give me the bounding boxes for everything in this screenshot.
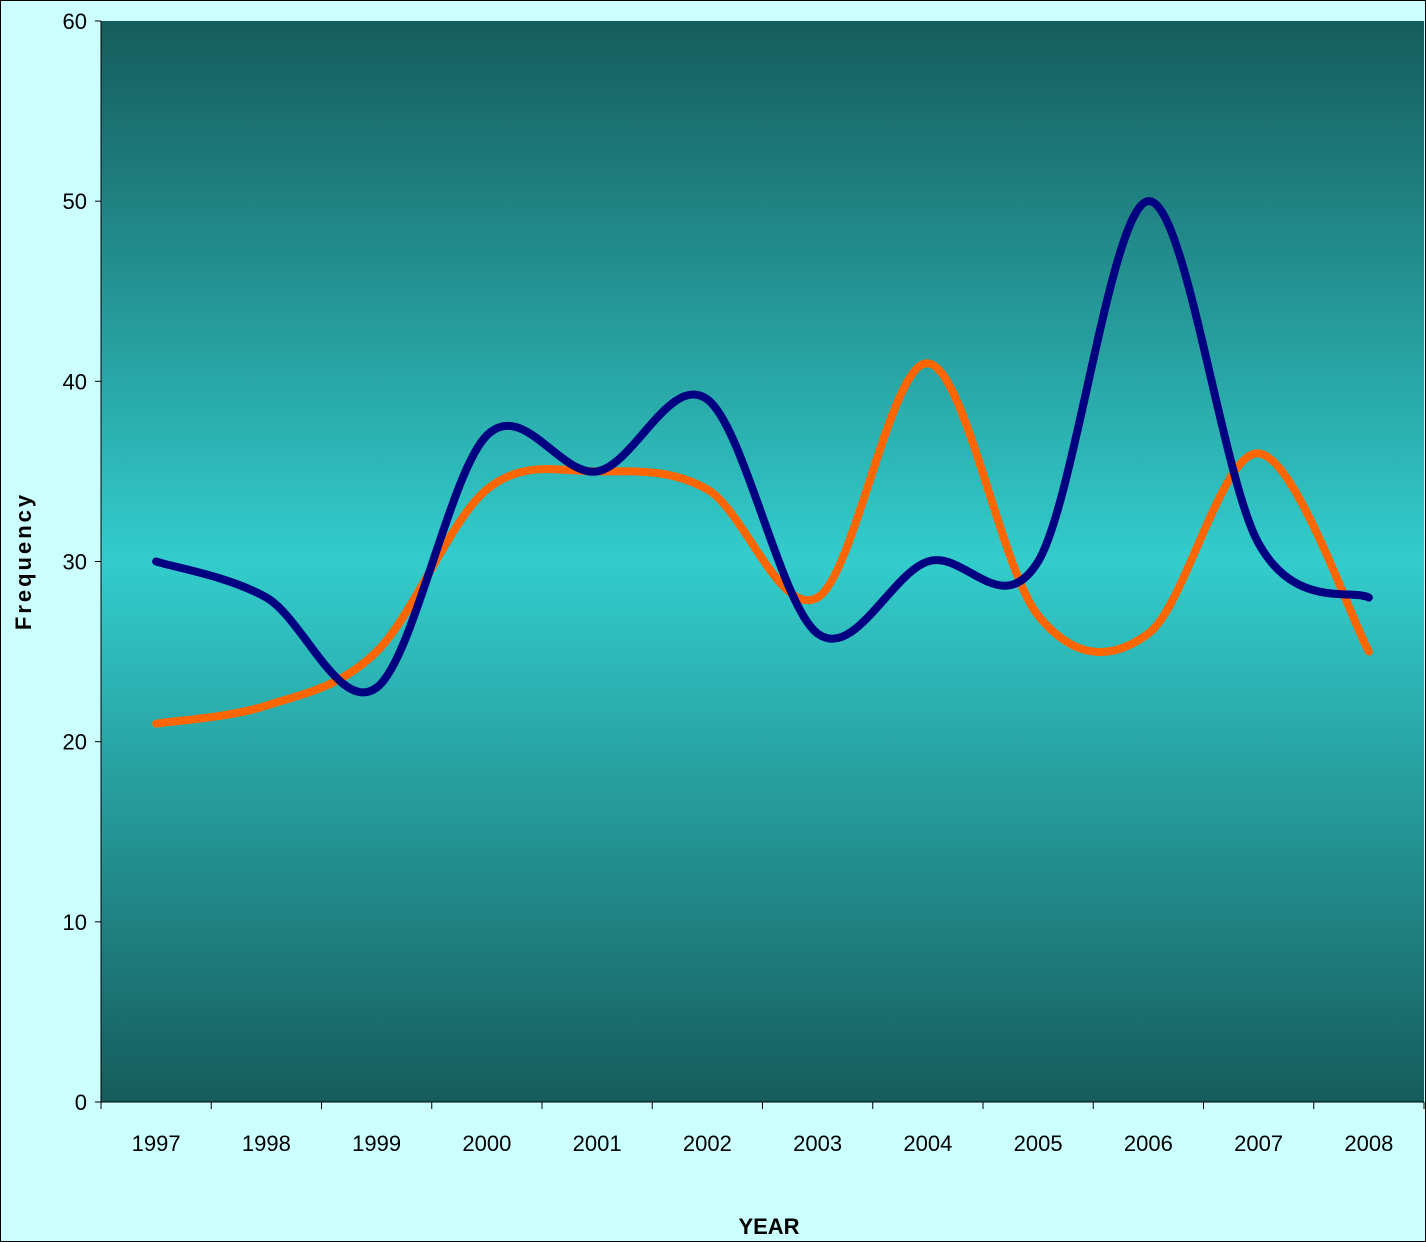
x-tick-label: 1998 bbox=[242, 1131, 291, 1156]
y-tick-label: 10 bbox=[63, 910, 87, 935]
x-tick-label: 2007 bbox=[1234, 1131, 1283, 1156]
x-tick-label: 2005 bbox=[1014, 1131, 1063, 1156]
y-tick-label: 40 bbox=[63, 369, 87, 394]
y-tick-label: 30 bbox=[63, 550, 87, 575]
y-tick-label: 20 bbox=[63, 730, 87, 755]
x-tick-label: 2004 bbox=[903, 1131, 952, 1156]
x-tick-label: 2000 bbox=[462, 1131, 511, 1156]
series-line-2 bbox=[152, 359, 1373, 728]
x-tick-label: 1999 bbox=[352, 1131, 401, 1156]
labels: 0 10 20 30 40 50 60 1997 1998 1999 2000 2001 2002 200… bbox=[63, 9, 1394, 1156]
y-tick-label: 60 bbox=[63, 9, 87, 34]
x-tick-label: 2006 bbox=[1124, 1131, 1173, 1156]
x-tick-label: 2002 bbox=[683, 1131, 732, 1156]
series-layer bbox=[152, 197, 1373, 728]
x-tick-label: 1997 bbox=[132, 1131, 181, 1156]
axes bbox=[95, 20, 1425, 1109]
x-tick-label: 2003 bbox=[793, 1131, 842, 1156]
y-axis-title: Frequency bbox=[11, 492, 36, 630]
series-line-1 bbox=[152, 197, 1373, 697]
x-tick-label: 2001 bbox=[573, 1131, 622, 1156]
y-tick-label: 0 bbox=[75, 1090, 87, 1115]
x-axis-title: YEAR bbox=[738, 1214, 799, 1239]
y-tick-label: 50 bbox=[63, 189, 87, 214]
x-tick-label: 2008 bbox=[1344, 1131, 1393, 1156]
